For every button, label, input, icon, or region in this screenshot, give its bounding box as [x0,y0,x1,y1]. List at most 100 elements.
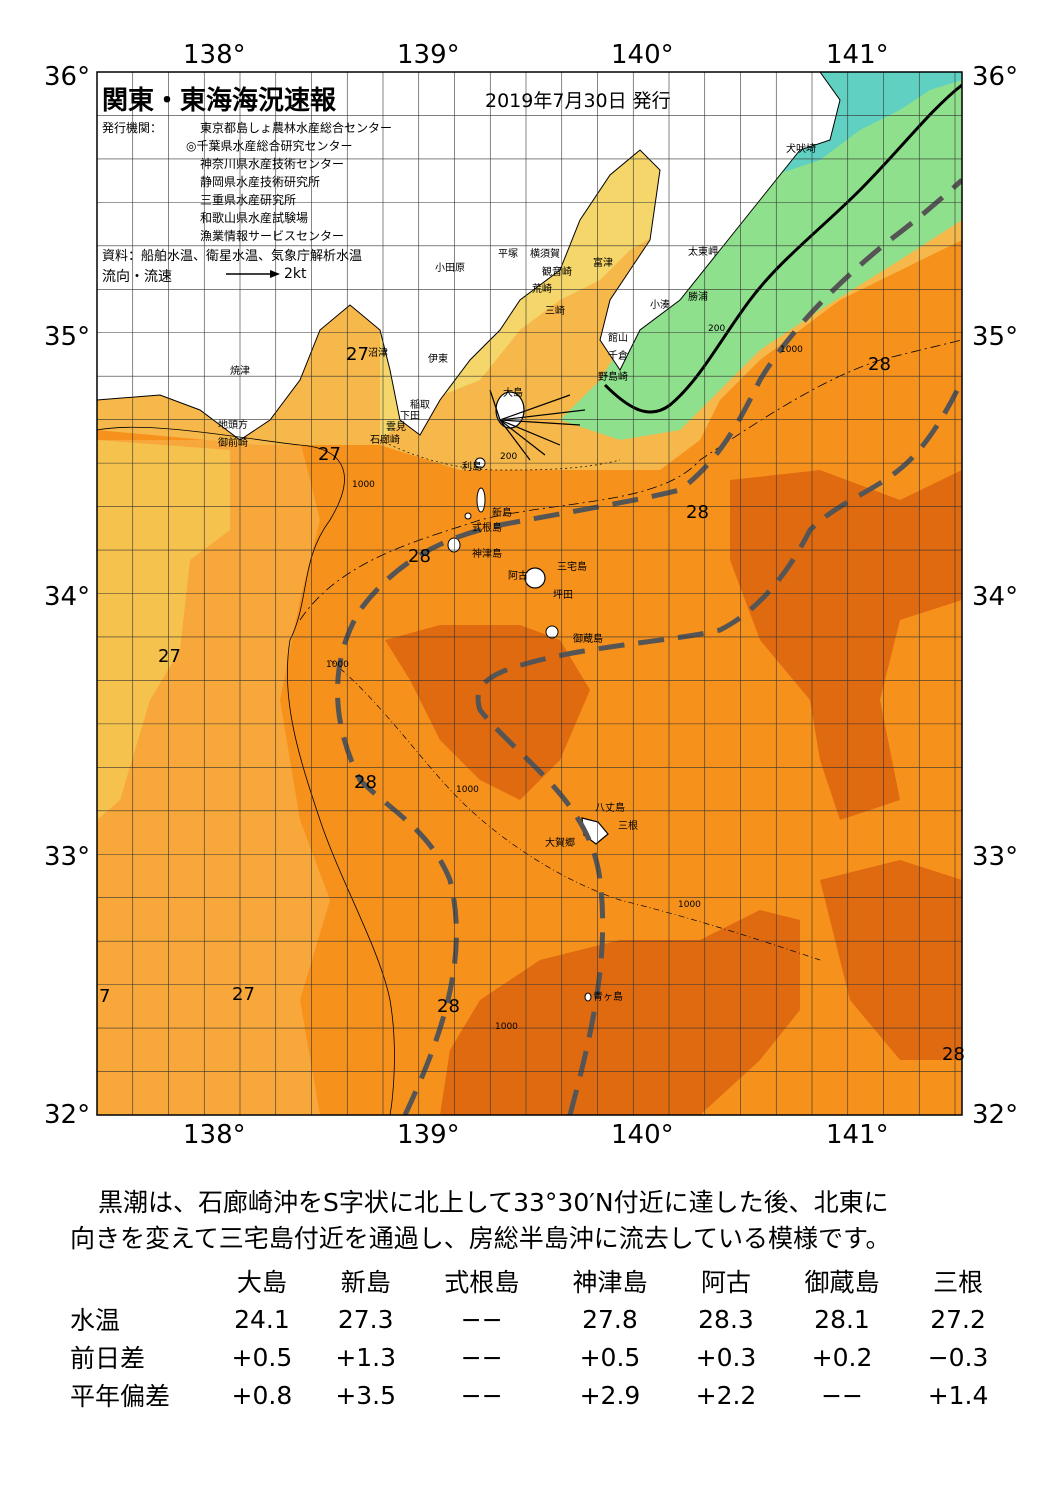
row-label: 水温 [70,1306,121,1335]
data-source: 資料：船舶水温、衛星水温、気象庁解析水温 [102,249,363,264]
table-cell: −0.3 [927,1342,989,1372]
depth-label: 1000 [352,480,375,490]
place-chikura: 千倉 [608,351,628,362]
current-legend-label: 流向・流速 [102,269,172,285]
place-inubosaki: 犬吠埼 [786,144,816,155]
lat-label-35-right: 35° [972,322,1019,352]
lon-label-140-bottom: 140° [611,1120,674,1150]
isotherm-label: 7 [99,986,111,1007]
column-header: 式根島 [444,1268,520,1297]
table-cell: 28.3 [698,1304,754,1334]
island-niijima [476,487,486,513]
table-row: 水温 24.1 27.3 −− 27.8 28.3 28.1 27.2 [60,1300,1010,1338]
isotherm-label: 27 [318,444,341,465]
table-cell: −− [460,1342,503,1372]
depth-label: 200 [708,324,726,334]
lat-label-34-right: 34° [972,582,1019,612]
table-cell: 27.8 [582,1304,638,1334]
depth-label: 1000 [678,900,701,910]
depth-label: 1000 [780,345,803,355]
issuer-item: 静岡県水産技術研究所 [200,175,321,189]
place-tateyama: 館山 [608,333,628,344]
place-omaezaki: 御前崎 [218,438,248,449]
island-aogashima [584,992,592,1002]
isotherm-label: 28 [408,546,431,567]
map-title: 関東・東海海況速報 [102,86,337,116]
summary-line: 向きを変えて三宅島付近を通過し、房総半島沖に流去している模様です。 [70,1224,891,1253]
place-inatori: 稲取 [410,400,430,411]
lon-label-139-bottom: 139° [397,1120,460,1150]
place-oshima: 大島 [503,388,523,399]
place-taitomisaki: 太東岬 [688,247,718,258]
table-cell: +2.9 [579,1380,641,1410]
column-header: 神津島 [572,1268,648,1297]
isotherm-label: 27 [346,344,369,365]
isotherm-27-west [97,426,395,1115]
issue-date: 2019年7月30日 発行 [485,90,671,112]
table-cell: +0.8 [231,1380,293,1410]
depth-label: 1000 [456,785,479,795]
sea-west-coolest [97,440,230,820]
place-ako: 阿古 [508,571,528,582]
lon-label-141-top: 141° [826,40,889,70]
map-canvas [96,71,963,1116]
table-cell: 27.2 [930,1304,986,1334]
issuer-list: 東京都島しょ農林水産総合センター ◎千葉県水産総合研究センター 神奈川県水産技術… [186,119,392,245]
station-temperature-table: 大島 新島 式根島 神津島 阿古 御蔵島 三根 水温 24.1 27.3 −− … [60,1262,1010,1414]
lon-label-141-bottom: 141° [826,1120,889,1150]
table-cell: 28.1 [814,1304,870,1334]
isotherm-label: 28 [868,354,891,375]
depth-label: 1000 [326,660,349,670]
place-toshima: 利島 [462,462,482,473]
place-kannonzaki: 観音崎 [542,267,572,278]
kuroshio-axis-main [335,178,962,1115]
place-irozaki: 石廊崎 [370,435,400,446]
kuroshio-axis-secondary [475,378,962,1115]
table-row: 前日差 +0.5 +1.3 −− +0.5 +0.3 +0.2 −0.3 [60,1338,1010,1376]
table-cell: −− [460,1304,503,1334]
place-miyakejima: 三宅島 [557,562,587,573]
place-odawara: 小田原 [435,263,465,274]
place-arasaki: 荒崎 [532,284,552,295]
table-cell: +3.5 [335,1380,397,1410]
issuer-item: 神奈川県水産技術センター [200,157,345,171]
lon-label-138-bottom: 138° [183,1120,246,1150]
place-kozushima: 神津島 [472,549,502,560]
place-aogashima: 青ヶ島 [593,992,623,1003]
column-header: 大島 [236,1268,287,1297]
lat-label-34-left: 34° [44,582,91,612]
column-header: 御蔵島 [804,1268,880,1297]
place-shikinejima: 式根島 [472,523,502,534]
legend-arrowhead-icon [270,270,280,278]
place-katsuura: 勝浦 [688,292,708,303]
table-row: 平年偏差 +0.8 +3.5 −− +2.9 +2.2 −− +1.4 [60,1376,1010,1414]
table-cell: +0.3 [695,1342,757,1372]
isotherm-label: 27 [232,984,255,1005]
island-shikinejima [464,512,472,520]
place-ito: 伊東 [428,354,448,365]
isotherm-label: 28 [686,502,709,523]
table-cell: +2.2 [695,1380,757,1410]
isotherm-label: 28 [437,996,460,1017]
place-niijima: 新島 [492,508,512,519]
land-kanto [97,72,841,441]
place-yokosuka: 横須賀 [530,249,560,260]
isotherm-label: 27 [158,646,181,667]
place-numazu: 沼津 [368,348,388,359]
issuer-item: 漁業情報サービスセンター [200,229,345,243]
isotherm-label: 28 [354,772,377,793]
summary-text: 黒潮は、石廊崎沖をS字状に北上して33°30′N付近に達した後、北東に 向きを変… [70,1185,1010,1257]
table-corner [60,1262,210,1300]
place-kominato: 小湊 [650,300,670,311]
island-miyakejima [524,567,546,589]
place-nojimazaki: 野島崎 [598,372,628,383]
summary-line: 黒潮は、石廊崎沖をS字状に北上して33°30′N付近に達した後、北東に [98,1188,889,1217]
column-header: 阿古 [700,1268,751,1297]
current-vectors [489,389,586,461]
table-cell: +1.4 [927,1380,989,1410]
lat-label-32-left: 32° [44,1100,91,1130]
table-cell: +1.3 [335,1342,397,1372]
lon-label-139-top: 139° [397,40,460,70]
place-kumomi: 雲見 [386,422,406,433]
depth-label: 200 [500,452,518,462]
